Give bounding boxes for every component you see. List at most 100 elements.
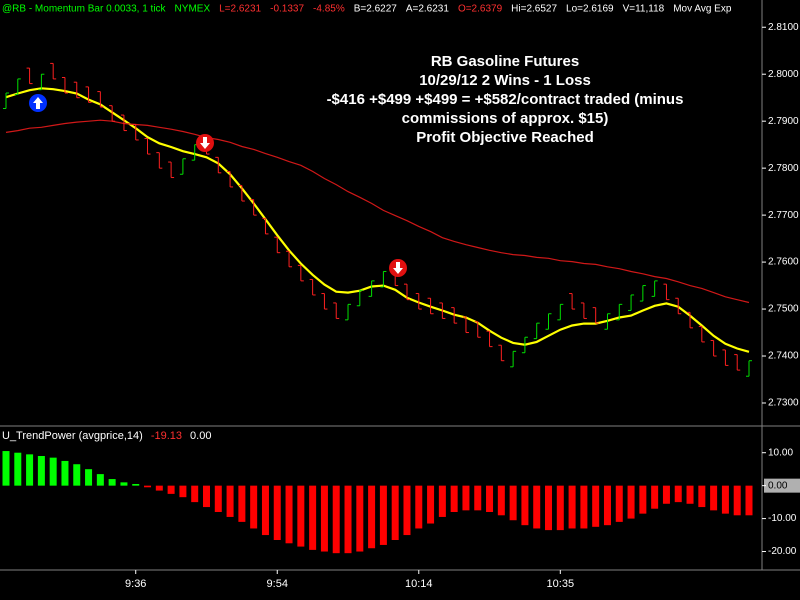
indicator-readout: 0.00 — [190, 430, 211, 442]
histogram-bar — [603, 485, 611, 526]
price-bar — [345, 303, 352, 321]
price-bar — [168, 161, 175, 179]
histogram-bar — [450, 485, 458, 512]
price-bar — [215, 156, 222, 174]
histogram-bar — [580, 485, 588, 529]
histogram-bar — [391, 485, 399, 540]
price-bar — [427, 297, 434, 315]
histogram-bar — [85, 469, 93, 486]
price-bar — [533, 322, 540, 340]
histogram-bar — [627, 485, 635, 519]
histogram-bar — [132, 484, 140, 486]
histogram-bar — [214, 485, 222, 512]
histogram-bar — [309, 485, 317, 550]
price-bar — [592, 307, 599, 324]
price-bar — [616, 303, 623, 321]
price-bar — [262, 217, 269, 235]
histogram-bar — [26, 454, 34, 486]
histogram-bar — [250, 485, 258, 529]
y-tick-label: 2.7800 — [768, 163, 799, 174]
histogram-bar — [497, 485, 505, 516]
price-bar — [368, 280, 375, 297]
histogram-bar — [37, 456, 45, 486]
histogram-bar — [368, 485, 376, 549]
annotation-line: -$416 +$499 +$499 = +$582/contract trade… — [327, 91, 684, 108]
price-bar — [734, 354, 741, 371]
header-field: B=2.6227 — [354, 4, 398, 15]
histogram-bar — [285, 485, 293, 544]
price-bar — [510, 350, 517, 368]
histogram-bar — [486, 485, 494, 512]
buy-arrow — [33, 97, 43, 109]
header-field: Lo=2.6169 — [566, 4, 614, 15]
histogram-bar — [556, 485, 564, 531]
sell-arrow — [393, 262, 403, 274]
histogram-bar — [356, 485, 364, 552]
y-tick-label: 2.7400 — [768, 351, 799, 362]
price-bar — [250, 199, 257, 216]
histogram-bar — [745, 485, 753, 516]
price-bar — [238, 185, 245, 202]
histogram-bar — [273, 485, 281, 540]
y-tick-label: 2.7600 — [768, 257, 799, 268]
price-bar — [227, 170, 234, 188]
histogram-bar — [379, 485, 387, 545]
plot-layer: 2.8100 2.8000 2.7900 2.7800 2.7700 2.7600 2.75… — [2, 4, 800, 590]
price-bar — [580, 302, 587, 319]
histogram-bar — [191, 485, 199, 503]
histogram-bar — [592, 485, 600, 527]
price-bar — [545, 313, 552, 330]
histogram-bar — [96, 474, 104, 486]
moving-average — [5, 119, 750, 304]
y-tick-label: 0.00 — [768, 480, 788, 491]
histogram-bar — [261, 485, 269, 536]
histogram-bar — [179, 485, 187, 498]
annotation-line: RB Gasoline Futures — [431, 53, 579, 70]
y-tick-label: 2.7700 — [768, 210, 799, 221]
header-field: @RB - Momentum Bar 0.0033, 1 tick — [2, 4, 167, 15]
histogram-bar — [320, 485, 328, 552]
histogram-bar — [662, 485, 670, 504]
price-bar — [3, 92, 9, 109]
price-bar — [97, 91, 104, 108]
price-bar — [26, 67, 33, 85]
price-bar — [439, 302, 446, 319]
price-bar — [462, 316, 469, 334]
histogram-bar — [545, 485, 553, 531]
price-bar — [50, 62, 57, 80]
histogram-bar — [521, 485, 529, 526]
histogram-bar — [438, 485, 446, 517]
price-bar — [85, 86, 92, 103]
histogram-bar — [639, 485, 647, 514]
histogram-bar — [332, 485, 340, 554]
y-tick-label: -10.00 — [768, 513, 797, 524]
histogram-bar — [674, 485, 682, 503]
price-bar — [639, 285, 646, 302]
price-bar — [486, 330, 493, 348]
histogram-bar — [238, 485, 246, 522]
header-field: -4.85% — [313, 4, 345, 15]
y-tick-label: 10.00 — [768, 447, 793, 458]
histogram-bar — [474, 485, 482, 511]
histogram-bar — [462, 485, 470, 511]
histogram-bar — [108, 479, 116, 486]
price-bar — [651, 280, 658, 297]
histogram-bar — [415, 485, 423, 529]
price-bar — [297, 264, 304, 282]
price-bar — [61, 76, 68, 94]
price-bar — [569, 293, 576, 310]
histogram-bar — [698, 485, 706, 508]
header-field: O=2.6379 — [458, 4, 503, 15]
price-bar — [474, 321, 481, 338]
header-field: NYMEX — [175, 4, 211, 15]
price-bar — [628, 294, 635, 311]
histogram-bar — [710, 485, 718, 511]
x-tick-label: 10:14 — [405, 578, 433, 590]
x-tick-label: 9:54 — [267, 578, 288, 590]
histogram-bar — [686, 485, 694, 504]
price-bar — [38, 73, 45, 91]
price-bar — [333, 302, 340, 319]
price-bar — [675, 297, 682, 315]
header-field: Mov Avg Exp — [673, 4, 732, 15]
y-tick-label: 2.7300 — [768, 398, 799, 409]
